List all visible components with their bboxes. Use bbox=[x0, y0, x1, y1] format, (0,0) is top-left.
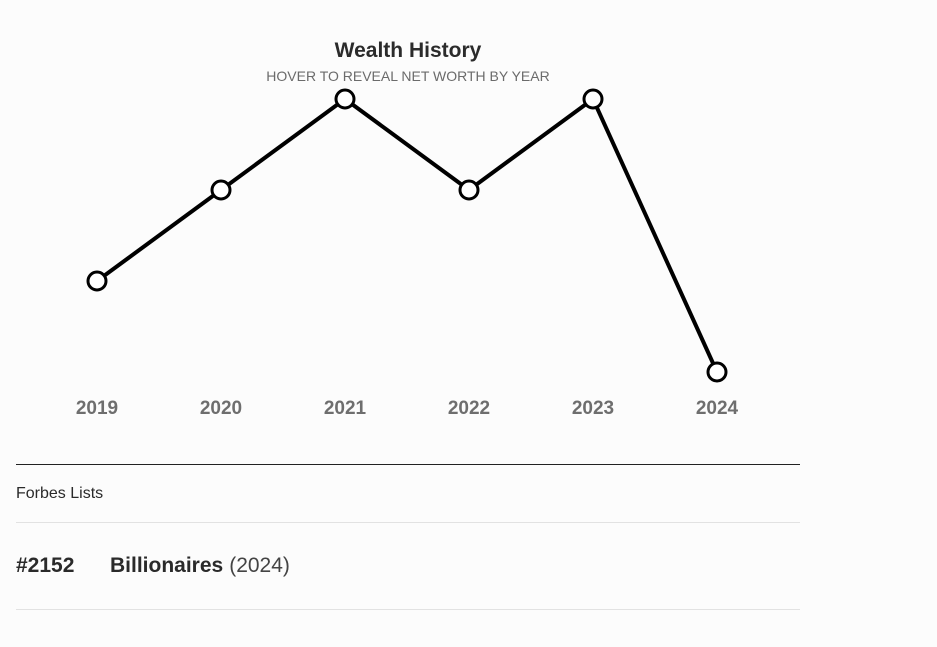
x-tick-label: 2022 bbox=[448, 398, 490, 419]
x-tick-label: 2021 bbox=[324, 398, 367, 419]
forbes-lists-heading: Forbes Lists bbox=[16, 465, 800, 523]
forbes-lists-section: Forbes Lists #2152 Billionaires (2024) bbox=[16, 464, 800, 610]
data-point-2020[interactable] bbox=[210, 179, 232, 201]
data-point-2023[interactable] bbox=[582, 88, 604, 110]
data-point-2022[interactable] bbox=[458, 179, 480, 201]
list-name[interactable]: Billionaires bbox=[110, 554, 224, 577]
series-line bbox=[95, 95, 719, 373]
list-item[interactable]: #2152 Billionaires (2024) bbox=[16, 523, 800, 610]
list-year: (2024) bbox=[229, 554, 290, 577]
chart-subtitle: HOVER TO REVEAL NET WORTH BY YEAR bbox=[266, 68, 550, 84]
data-point-2024[interactable] bbox=[706, 361, 728, 383]
x-tick-label: 2023 bbox=[572, 398, 614, 419]
x-tick-label: 2024 bbox=[696, 398, 739, 419]
data-point-2021[interactable] bbox=[334, 88, 356, 110]
chart-title: Wealth History bbox=[334, 39, 482, 62]
wealth-history-chart: 2019 2020 2021 2022 2023 2024 bbox=[76, 88, 739, 419]
x-tick-label: 2020 bbox=[200, 398, 242, 419]
data-point-2019[interactable] bbox=[86, 270, 108, 292]
x-tick-label: 2019 bbox=[76, 398, 118, 419]
list-rank: #2152 bbox=[16, 554, 75, 577]
